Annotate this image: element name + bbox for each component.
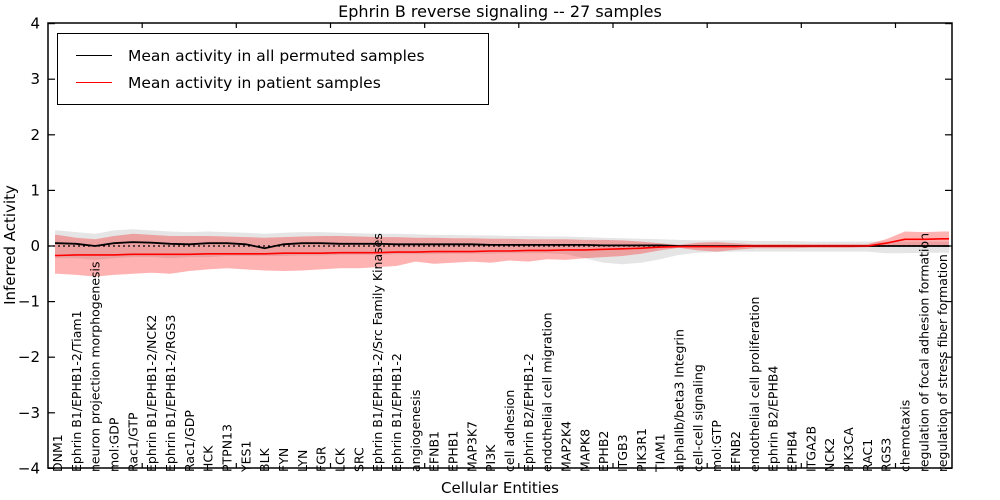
x-category-label: endothelial cell migration	[540, 312, 555, 472]
x-category-label: regulation of focal adhesion formation	[916, 233, 931, 472]
patient-band	[55, 231, 949, 277]
x-category-label: cell adhesion	[502, 390, 517, 472]
legend-item-permuted: Mean activity in all permuted samples	[68, 42, 478, 69]
x-category-label: PI3K	[483, 444, 498, 472]
y-tick-label: 0	[30, 237, 40, 255]
y-tick-label: 2	[30, 126, 40, 144]
x-category-label: YES1	[238, 441, 253, 473]
x-category-label: neuron projection morphogenesis	[88, 261, 103, 472]
x-category-label: LCK	[332, 447, 347, 472]
y-tick-label: −4	[18, 459, 40, 477]
x-category-label: mol:GTP	[709, 420, 724, 472]
x-category-label: Ephrin B2/EPHB1-2	[521, 353, 536, 472]
x-category-label: LYN	[295, 450, 310, 472]
x-category-label: TIAM1	[653, 433, 668, 473]
x-category-label: alphaIIb/beta3 Integrin	[671, 329, 686, 472]
x-category-label: EFNB2	[728, 431, 743, 472]
chart-title: Ephrin B reverse signaling -- 27 samples	[338, 2, 662, 21]
x-category-label: regulation of stress fiber formation	[935, 254, 950, 472]
y-axis-label: Inferred Activity	[1, 185, 19, 305]
y-tick-label: −1	[18, 293, 40, 311]
x-category-label: ITGA2B	[803, 426, 818, 472]
x-category-label: Ephrin B1/EPHB1-2	[389, 353, 404, 472]
permuted-band	[55, 229, 949, 265]
legend-line-permuted-icon	[76, 55, 112, 56]
x-category-label: MAPK8	[577, 429, 592, 472]
patient-mean-line	[55, 238, 949, 257]
x-category-label: angiogenesis	[408, 390, 423, 472]
x-category-label: endothelial cell proliferation	[747, 297, 762, 472]
legend-label-permuted: Mean activity in all permuted samples	[128, 46, 425, 65]
y-tick-label: 3	[30, 70, 40, 88]
legend-item-patient: Mean activity in patient samples	[68, 69, 478, 96]
x-category-label: Ephrin B1/EPHB1-2/NCK2	[144, 315, 159, 472]
y-tick-label: −3	[18, 404, 40, 422]
legend-box: Mean activity in all permuted samples Me…	[57, 33, 489, 105]
x-axis-label: Cellular Entities	[441, 479, 559, 497]
x-category-label: EPHB4	[784, 431, 799, 472]
x-category-label: EPHB1	[445, 431, 460, 472]
x-category-label: Rac1/GTP	[125, 412, 140, 472]
x-category-label: cell-cell signaling	[690, 364, 705, 472]
x-category-label: Ephrin B2/EPHB4	[766, 366, 781, 472]
x-category-label: EFNB1	[427, 431, 442, 472]
x-category-label: chemotaxis	[897, 400, 912, 472]
y-tick-label: 4	[30, 15, 40, 33]
x-category-label: DNM1	[50, 434, 65, 472]
x-category-label: MAP2K4	[558, 421, 573, 472]
x-category-label: RAC1	[860, 439, 875, 472]
x-category-label: HCK	[201, 445, 216, 472]
x-category-label: mol:GDP	[106, 417, 121, 472]
y-tick-label: −2	[18, 348, 40, 366]
x-category-label: MAP3K7	[464, 421, 479, 472]
x-category-label: PTPN13	[219, 424, 234, 472]
x-category-label: Ephrin B1/EPHB1-2/RGS3	[163, 315, 178, 472]
x-category-label: FYN	[276, 448, 291, 472]
legend-line-patient-icon	[76, 82, 112, 83]
x-category-label: PIK3R1	[634, 428, 649, 472]
x-category-label: EPHB2	[596, 431, 611, 472]
x-category-label: SRC	[351, 447, 366, 472]
x-category-label: Ephrin B1/EPHB1-2/Src Family Kinases	[370, 233, 385, 472]
x-category-label: Rac1/GDP	[182, 410, 197, 472]
x-category-label: RGS3	[879, 438, 894, 472]
x-category-label: BLK	[257, 447, 272, 472]
x-category-label: NCK2	[822, 438, 837, 472]
x-category-label: ITGB3	[615, 434, 630, 472]
x-category-label: Ephrin B1/EPHB1-2/Tiam1	[69, 310, 84, 472]
x-category-label: PIK3CA	[841, 427, 856, 472]
y-tick-label: 1	[30, 181, 40, 199]
legend-label-patient: Mean activity in patient samples	[128, 73, 381, 92]
x-category-label: FGR	[314, 446, 329, 472]
